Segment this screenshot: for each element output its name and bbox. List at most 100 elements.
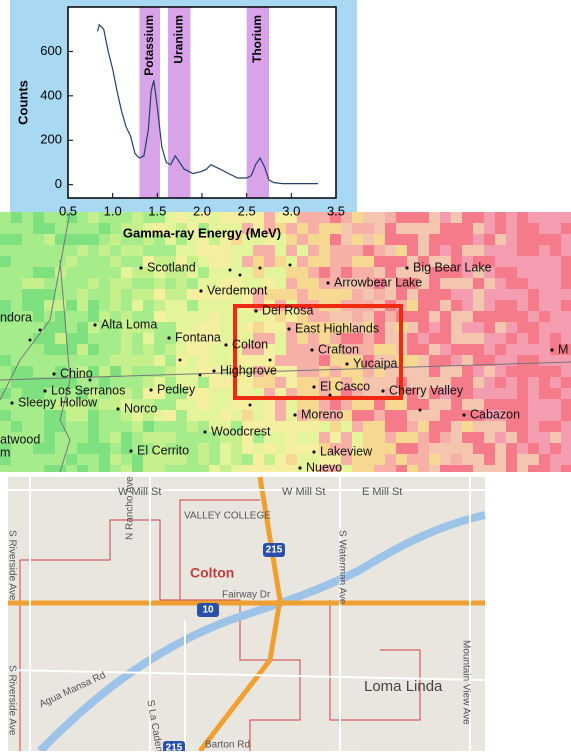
heat-tile <box>385 399 396 410</box>
heat-tile <box>297 388 308 399</box>
heat-tile <box>242 377 253 388</box>
heat-tile <box>374 355 385 366</box>
heat-tile <box>33 300 44 311</box>
shield <box>263 543 285 557</box>
heat-tile <box>462 432 473 443</box>
heat-tile <box>550 465 561 472</box>
heat-tile <box>220 388 231 399</box>
heat-tile <box>33 333 44 344</box>
heat-tile <box>418 234 429 245</box>
heat-tile <box>319 366 330 377</box>
heat-tile <box>341 322 352 333</box>
heat-tile <box>506 322 517 333</box>
heat-tile <box>0 278 11 289</box>
heat-tile <box>55 454 66 465</box>
heat-tile <box>506 278 517 289</box>
heat-tile <box>308 388 319 399</box>
heat-tile <box>231 421 242 432</box>
heat-tile <box>440 465 451 472</box>
heat-tile <box>286 311 297 322</box>
heat-tile <box>44 399 55 410</box>
heat-tile <box>484 234 495 245</box>
heat-tile <box>363 278 374 289</box>
heat-tile <box>528 355 539 366</box>
heat-tile <box>341 421 352 432</box>
heat-tile <box>220 432 231 443</box>
heat-tile <box>484 465 495 472</box>
heat-tile <box>110 289 121 300</box>
heat-tile <box>275 322 286 333</box>
heat-tile <box>451 366 462 377</box>
heat-tile <box>363 421 374 432</box>
heat-tile <box>407 443 418 454</box>
heat-tile <box>330 333 341 344</box>
heat-tile <box>209 212 220 223</box>
heat-tile <box>473 443 484 454</box>
heat-tile <box>253 443 264 454</box>
heat-tile <box>220 355 231 366</box>
heat-tile <box>33 322 44 333</box>
heat-tile <box>528 377 539 388</box>
heat-tile <box>143 410 154 421</box>
heat-tile <box>88 388 99 399</box>
heat-tile <box>0 366 11 377</box>
place-dot <box>405 266 409 270</box>
heat-tile <box>154 223 165 234</box>
heat-tile <box>99 399 110 410</box>
heat-tile <box>198 443 209 454</box>
heat-tile <box>286 212 297 223</box>
heat-tile <box>0 344 11 355</box>
heat-tile <box>484 311 495 322</box>
heat-tile <box>517 443 528 454</box>
heat-tile <box>209 454 220 465</box>
heat-tile <box>363 454 374 465</box>
heat-tile <box>88 344 99 355</box>
heat-tile <box>484 410 495 421</box>
heat-tile <box>462 234 473 245</box>
heat-tile <box>374 212 385 223</box>
heat-tile <box>286 377 297 388</box>
heat-tile <box>517 454 528 465</box>
heat-tile <box>429 377 440 388</box>
heat-tile <box>429 388 440 399</box>
heat-tile <box>517 410 528 421</box>
heat-tile <box>231 432 242 443</box>
place-dot <box>139 266 143 270</box>
heat-tile <box>319 289 330 300</box>
heat-tile <box>418 289 429 300</box>
heat-tile <box>220 300 231 311</box>
heat-tile <box>418 355 429 366</box>
heat-tile <box>363 377 374 388</box>
place-dot <box>228 268 232 272</box>
heat-tile <box>484 278 495 289</box>
heat-tile <box>352 234 363 245</box>
heat-tile <box>165 300 176 311</box>
heat-tile <box>275 256 286 267</box>
heat-tile <box>561 399 571 410</box>
y-tick-label: 200 <box>40 132 62 147</box>
heat-tile <box>495 278 506 289</box>
heat-tile <box>220 443 231 454</box>
heat-tile <box>209 377 220 388</box>
heat-tile <box>165 465 176 472</box>
heat-tile <box>341 333 352 344</box>
heat-tile <box>308 454 319 465</box>
heat-tile <box>418 432 429 443</box>
heat-tile <box>550 223 561 234</box>
heat-tile <box>55 432 66 443</box>
heat-tile <box>308 234 319 245</box>
heat-tile <box>0 333 11 344</box>
heat-tile <box>110 454 121 465</box>
heat-tile <box>66 443 77 454</box>
heat-tile <box>121 465 132 472</box>
heat-tile <box>77 267 88 278</box>
heat-tile <box>33 245 44 256</box>
heat-tile <box>121 388 132 399</box>
heat-tile <box>429 366 440 377</box>
heat-tile <box>297 465 308 472</box>
y-axis-label: Counts <box>15 80 30 125</box>
heat-tile <box>209 399 220 410</box>
place-dot <box>254 309 258 313</box>
heat-tile <box>198 223 209 234</box>
